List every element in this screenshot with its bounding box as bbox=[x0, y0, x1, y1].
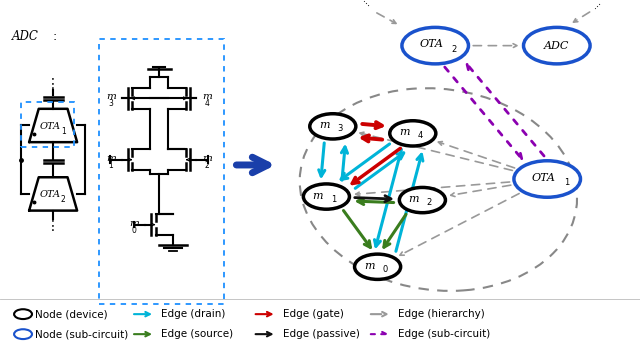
Text: ···: ··· bbox=[358, 0, 371, 11]
Text: m: m bbox=[399, 127, 410, 137]
Text: Edge (drain): Edge (drain) bbox=[161, 309, 226, 319]
Text: 0: 0 bbox=[382, 265, 387, 274]
Text: Edge (source): Edge (source) bbox=[161, 329, 234, 339]
Text: Edge (passive): Edge (passive) bbox=[283, 329, 360, 339]
Bar bbox=[21, 102, 74, 147]
Text: 2: 2 bbox=[452, 45, 457, 54]
Text: m: m bbox=[129, 219, 140, 228]
Circle shape bbox=[402, 27, 468, 64]
Text: m: m bbox=[319, 120, 330, 130]
Text: :: : bbox=[52, 30, 56, 44]
Text: m: m bbox=[202, 92, 212, 101]
Bar bbox=[99, 39, 224, 304]
Circle shape bbox=[390, 121, 436, 146]
Text: ADC: ADC bbox=[544, 41, 570, 51]
Text: ···: ··· bbox=[592, 0, 605, 13]
Text: ⋮: ⋮ bbox=[46, 77, 60, 91]
Circle shape bbox=[524, 27, 590, 64]
Text: m: m bbox=[313, 191, 323, 200]
Text: Node (sub-circuit): Node (sub-circuit) bbox=[35, 329, 129, 339]
Text: ADC: ADC bbox=[12, 30, 38, 44]
Text: Node (device): Node (device) bbox=[35, 309, 108, 319]
Text: 2: 2 bbox=[427, 198, 432, 207]
Text: 4: 4 bbox=[205, 99, 210, 108]
Text: m: m bbox=[409, 194, 419, 204]
Text: 1: 1 bbox=[108, 161, 113, 170]
Text: 1: 1 bbox=[331, 194, 336, 204]
Text: ⋮: ⋮ bbox=[46, 219, 60, 233]
Circle shape bbox=[514, 161, 580, 197]
Text: Edge (gate): Edge (gate) bbox=[283, 309, 344, 319]
Text: m: m bbox=[106, 92, 116, 101]
Text: 2: 2 bbox=[61, 196, 66, 204]
Text: OTA: OTA bbox=[420, 39, 444, 49]
Text: m: m bbox=[202, 154, 212, 163]
Text: m: m bbox=[364, 261, 374, 271]
Circle shape bbox=[310, 114, 356, 139]
Text: OTA: OTA bbox=[532, 173, 556, 183]
Circle shape bbox=[399, 187, 445, 213]
Text: 2: 2 bbox=[205, 161, 210, 170]
Circle shape bbox=[14, 309, 32, 319]
Circle shape bbox=[14, 329, 32, 339]
Text: OTA: OTA bbox=[40, 122, 61, 131]
Circle shape bbox=[303, 184, 349, 209]
Text: Edge (sub-circuit): Edge (sub-circuit) bbox=[398, 329, 490, 339]
Text: 0: 0 bbox=[131, 226, 136, 235]
Text: OTA: OTA bbox=[40, 190, 61, 199]
Text: 3: 3 bbox=[108, 99, 113, 108]
Text: 4: 4 bbox=[417, 131, 422, 140]
Text: 1: 1 bbox=[564, 178, 569, 187]
Text: 3: 3 bbox=[337, 124, 342, 133]
Text: 1: 1 bbox=[61, 127, 66, 136]
Circle shape bbox=[355, 254, 401, 279]
Text: m: m bbox=[106, 154, 116, 163]
Text: Edge (hierarchy): Edge (hierarchy) bbox=[398, 309, 485, 319]
